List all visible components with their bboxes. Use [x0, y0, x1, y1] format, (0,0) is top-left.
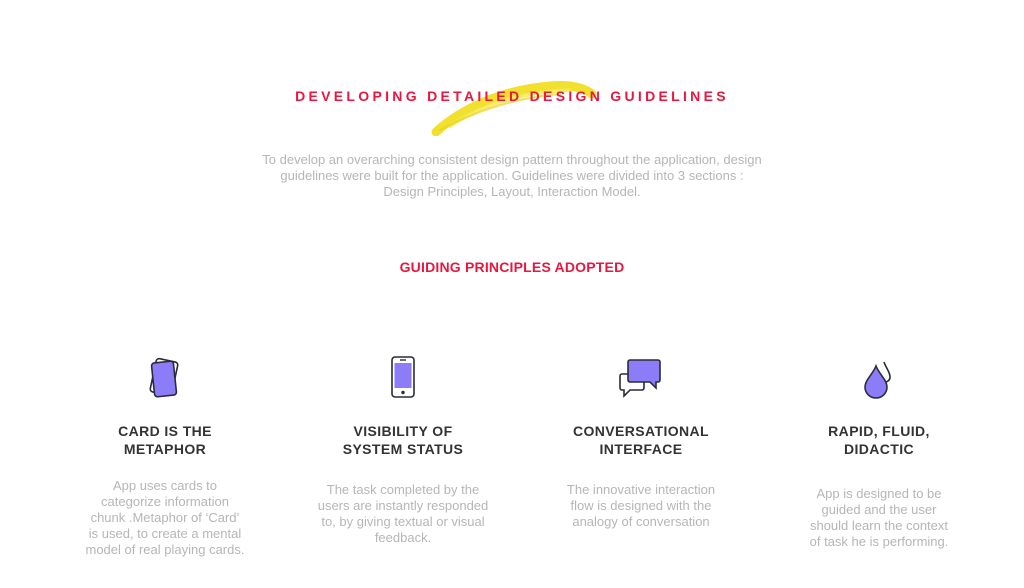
intro-line: guidelines were built for the applicatio…	[280, 168, 744, 183]
heading-line: DIDACTIC	[843, 441, 915, 457]
section-subtitle: GUIDING PRINCIPLES ADOPTED	[399, 259, 625, 275]
heading-line: INTERFACE	[599, 441, 683, 457]
desc-line: chunk .Metaphor of ‘Card’	[90, 510, 240, 525]
desc-line: flow is designed with the	[570, 498, 712, 513]
principle-heading: CARD IS THE METAPHOR	[45, 422, 285, 458]
principle-description: App uses cards to categorize information…	[45, 478, 285, 558]
desc-line: analogy of conversation	[572, 514, 710, 529]
desc-line: users are instantly responded	[317, 498, 489, 513]
heading-line: METAPHOR	[123, 441, 207, 457]
desc-line: The innovative interaction	[566, 482, 716, 497]
desc-line: is used, to create a mental	[88, 526, 242, 541]
desc-line: The task completed by the	[326, 482, 480, 497]
desc-line: feedback.	[374, 530, 432, 545]
desc-line: App uses cards to	[112, 478, 218, 493]
desc-line: guided and the user	[821, 502, 937, 517]
title-block: DEVELOPING DETAILED DESIGN GUIDELINES	[0, 80, 1024, 140]
brush-stroke-decoration	[431, 81, 597, 136]
heading-line: CARD IS THE	[118, 423, 212, 439]
desc-line: of task he is performing.	[809, 534, 949, 549]
intro-line: Design Principles, Layout, Interaction M…	[383, 184, 641, 199]
heading-line: SYSTEM STATUS	[342, 441, 464, 457]
heading-line: CONVERSATIONAL	[572, 423, 709, 439]
intro-line: To develop an overarching consistent des…	[262, 152, 762, 167]
principle-description: The task completed by the users are inst…	[283, 482, 523, 546]
water-drop-icon	[759, 354, 999, 406]
heading-line: VISIBILITY OF	[353, 423, 453, 439]
desc-line: to, by giving textual or visual	[321, 514, 485, 529]
cards-icon	[45, 354, 285, 406]
desc-line: model of real playing cards.	[85, 542, 245, 557]
heading-line: RAPID, FLUID,	[828, 423, 930, 439]
page-title: DEVELOPING DETAILED DESIGN GUIDELINES	[295, 88, 729, 104]
intro-paragraph: To develop an overarching consistent des…	[230, 152, 794, 200]
desc-line: should learn the context	[809, 518, 949, 533]
principle-heading: CONVERSATIONAL INTERFACE	[521, 422, 761, 458]
mobile-phone-icon	[283, 354, 523, 406]
desc-line: App is designed to be	[816, 486, 942, 501]
principle-heading: VISIBILITY OF SYSTEM STATUS	[283, 422, 523, 458]
principle-description: App is designed to be guided and the use…	[759, 486, 999, 550]
principle-description: The innovative interaction flow is desig…	[521, 482, 761, 530]
principle-heading: RAPID, FLUID, DIDACTIC	[759, 422, 999, 458]
desc-line: categorize information	[101, 494, 229, 509]
chat-bubbles-icon	[521, 354, 761, 406]
